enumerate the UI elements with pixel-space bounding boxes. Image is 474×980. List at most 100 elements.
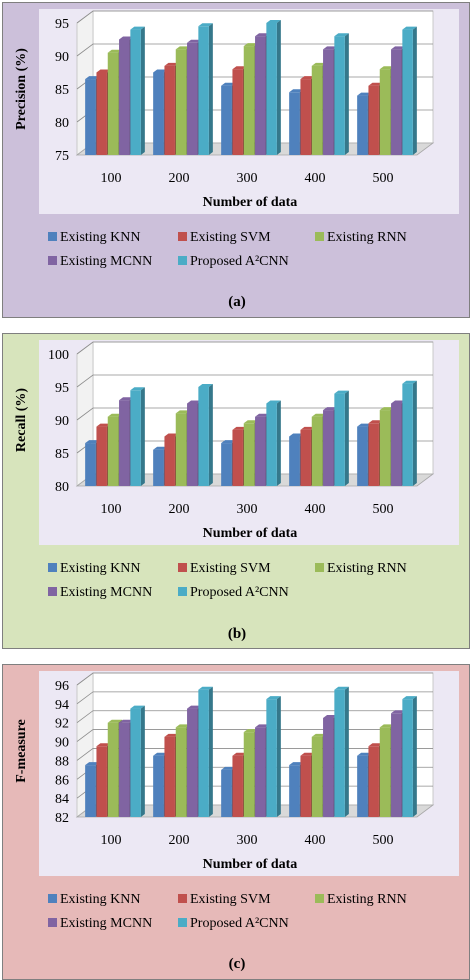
x-tick-label: 100 xyxy=(101,171,122,186)
recall-chart-panel: 80 85 90 95 100 Recall (%) 100 200 300 400 500 Numb… xyxy=(2,333,470,649)
bar xyxy=(334,390,349,486)
bar-top xyxy=(391,710,406,714)
bar-top xyxy=(323,715,338,718)
bar-front xyxy=(232,429,243,486)
bar-front xyxy=(289,765,300,817)
legend-swatch xyxy=(178,232,187,241)
bar xyxy=(266,20,281,155)
bar-front xyxy=(107,722,119,817)
bar-front xyxy=(119,39,130,155)
legend-label: Existing MCNN xyxy=(60,585,152,600)
precision-chart-panel: 75 80 85 90 95 Precision (%) 100 200 300 400 500 Nu… xyxy=(2,2,470,318)
bar-front xyxy=(130,29,141,156)
bar-top xyxy=(175,410,191,414)
bar-top xyxy=(221,440,236,444)
y-tick-label: 88 xyxy=(55,754,69,769)
bar-top xyxy=(107,719,123,723)
bar-front xyxy=(119,400,130,486)
legend-label: Existing RNN xyxy=(327,561,407,576)
legend-swatch xyxy=(178,894,187,903)
bar xyxy=(334,33,349,156)
bar-front xyxy=(175,49,187,155)
legend-label: Existing KNN xyxy=(60,561,141,576)
bar-front xyxy=(243,732,255,817)
bar-front xyxy=(379,410,391,486)
bar-front xyxy=(153,755,164,817)
bar-front xyxy=(391,49,402,155)
bar-side xyxy=(344,390,349,486)
bar-front xyxy=(164,736,175,817)
bar-front xyxy=(379,69,391,155)
bar-side xyxy=(412,696,417,817)
bar-front xyxy=(243,423,255,486)
legend-item: Existing MCNN xyxy=(48,916,152,931)
bar xyxy=(266,400,281,486)
bar xyxy=(198,384,213,486)
bar-front xyxy=(221,443,232,486)
bar-side xyxy=(208,384,213,486)
bar-top xyxy=(357,92,372,96)
bar-top xyxy=(232,426,247,430)
bar-front xyxy=(221,85,232,155)
bar-top xyxy=(289,89,304,93)
legend-label: Existing RNN xyxy=(327,892,407,907)
bar-top xyxy=(96,743,111,747)
bar-side xyxy=(276,696,281,817)
y-tick-label: 86 xyxy=(55,773,69,788)
y-tick-label: 90 xyxy=(55,736,69,751)
bar-top xyxy=(266,696,281,700)
bar-front xyxy=(96,426,107,486)
bar-front xyxy=(153,449,164,486)
bar-top xyxy=(311,62,327,66)
bar xyxy=(402,26,417,156)
bar-top xyxy=(368,743,383,747)
bar-side xyxy=(344,686,349,817)
bar-side xyxy=(412,380,417,486)
bar-top xyxy=(198,686,213,690)
bar-front xyxy=(323,718,334,817)
legend-swatch xyxy=(48,918,57,927)
bar-side xyxy=(208,23,213,155)
bar-front xyxy=(232,69,243,155)
bar xyxy=(130,387,145,486)
bar-front xyxy=(198,387,209,486)
bar-top xyxy=(289,433,304,437)
f-measure-chart-panel: 82 84 86 88 90 92 94 96 F-measure 100 200 300 400 500… xyxy=(2,664,470,980)
bar-front xyxy=(164,436,175,486)
legend-item: Existing SVM xyxy=(178,561,271,576)
y-tick-label: 82 xyxy=(55,811,69,826)
y-tick-label: 80 xyxy=(55,480,69,495)
y-tick-label: 95 xyxy=(55,17,69,32)
bar-top xyxy=(164,733,179,737)
bar-front xyxy=(221,769,232,817)
bar-front xyxy=(85,765,96,817)
bar-front xyxy=(85,79,96,155)
legend-label: Proposed A²CNN xyxy=(190,916,289,931)
legend-item: Existing RNN xyxy=(315,561,407,576)
x-tick-label: 300 xyxy=(237,171,258,186)
bar-front xyxy=(402,383,413,486)
bar-top xyxy=(255,724,270,728)
legend-swatch xyxy=(48,256,57,265)
bar-top xyxy=(187,705,202,709)
bar-front xyxy=(198,26,209,155)
legend-label: Existing SVM xyxy=(190,892,271,907)
legend-label: Existing MCNN xyxy=(60,254,152,269)
bar-front xyxy=(357,755,368,817)
bar-front xyxy=(85,443,96,486)
bar xyxy=(198,23,213,155)
bar-front xyxy=(289,92,300,155)
bar xyxy=(198,686,213,817)
gridline xyxy=(76,691,433,705)
y-tick-label: 85 xyxy=(55,83,69,98)
y-tick-label: 96 xyxy=(55,679,69,694)
figure-caption-c: (c) xyxy=(228,956,246,972)
bar-top xyxy=(243,43,259,47)
legend-label: Existing SVM xyxy=(190,561,271,576)
bar-top xyxy=(85,76,100,80)
legend-swatch xyxy=(178,587,187,596)
x-tick-label: 300 xyxy=(237,833,258,848)
x-tick-label: 400 xyxy=(305,171,326,186)
y-axis-label: Precision (%) xyxy=(14,48,29,130)
f-measure-chart: 82 84 86 88 90 92 94 96 F-measure 100 200 300 400 500… xyxy=(3,665,469,979)
